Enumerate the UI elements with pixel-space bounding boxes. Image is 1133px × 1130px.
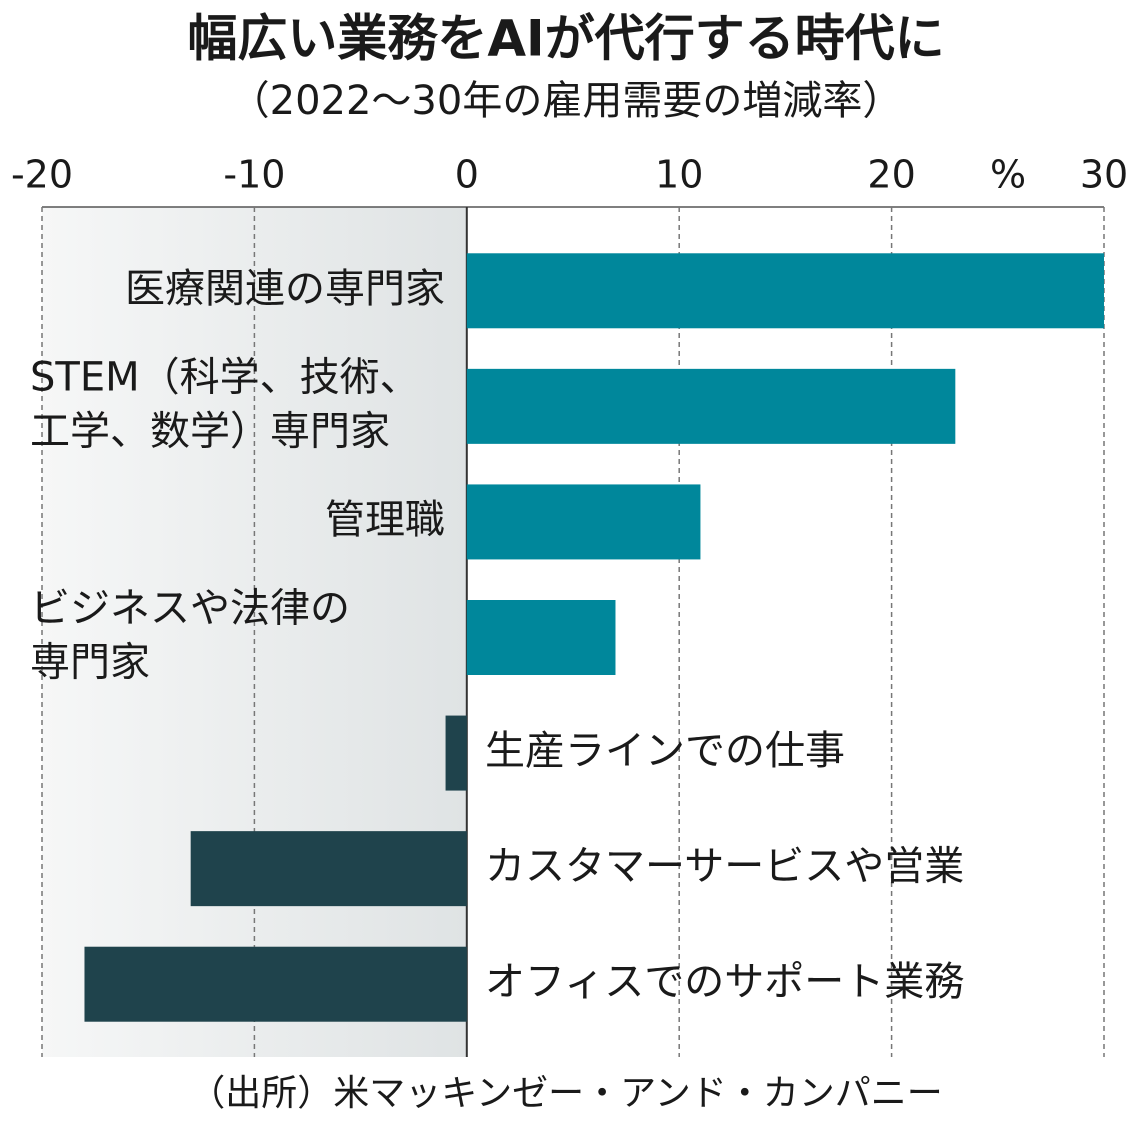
category-label: 生産ラインでの仕事 bbox=[485, 728, 845, 774]
category-label: 管理職 bbox=[325, 497, 445, 543]
bar bbox=[445, 715, 467, 791]
unit-label: % bbox=[990, 153, 1026, 197]
category-label: STEM（科学、技術、工学、数学）専門家 bbox=[30, 354, 420, 454]
x-tick-label: 10 bbox=[655, 153, 703, 197]
chart-subtitle: （2022～30年の雇用需要の増減率） bbox=[230, 78, 903, 124]
category-label: オフィスでのサポート業務 bbox=[485, 959, 964, 1005]
category-label: 医療関連の専門家 bbox=[125, 266, 445, 312]
x-tick-label: -20 bbox=[11, 153, 73, 197]
bar bbox=[190, 831, 467, 907]
x-tick-label: 20 bbox=[867, 153, 915, 197]
category-label: ビジネスや法律の専門家 bbox=[30, 586, 350, 686]
x-tick-label: 0 bbox=[455, 153, 479, 197]
x-tick-label: -10 bbox=[223, 153, 285, 197]
bar bbox=[466, 484, 701, 560]
bar bbox=[466, 600, 616, 675]
bar bbox=[466, 368, 956, 444]
chart-title: 幅広い業務をAIが代行する時代に bbox=[187, 10, 944, 68]
category-label: カスタマーサービスや営業 bbox=[485, 844, 964, 890]
source: （出所）米マッキンゼー・アンド・カンパニー bbox=[189, 1073, 942, 1114]
x-tick-label: 30 bbox=[1080, 153, 1128, 197]
bar bbox=[466, 253, 1104, 329]
bar bbox=[84, 946, 467, 1022]
